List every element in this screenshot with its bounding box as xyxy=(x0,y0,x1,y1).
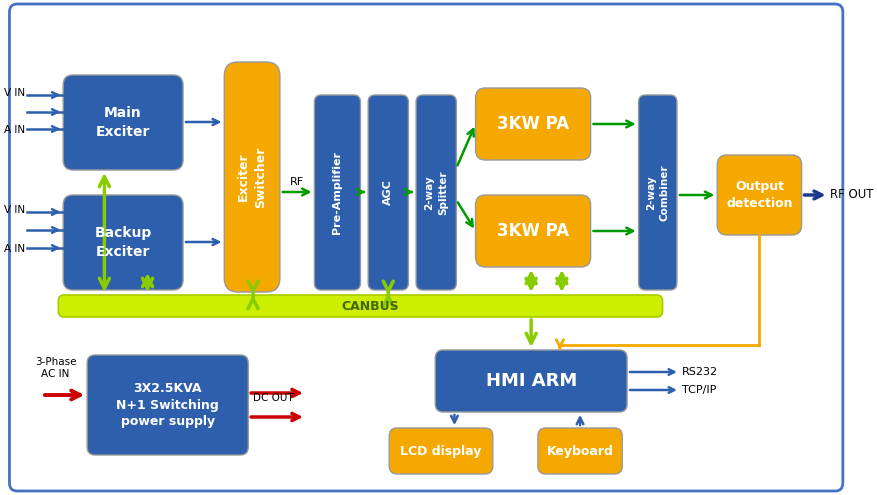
Text: 3KW PA: 3KW PA xyxy=(497,222,569,240)
Text: 3X2.5KVA
N+1 Switching
power supply: 3X2.5KVA N+1 Switching power supply xyxy=(117,382,219,429)
FancyBboxPatch shape xyxy=(416,95,456,290)
FancyBboxPatch shape xyxy=(225,62,280,292)
FancyBboxPatch shape xyxy=(638,95,677,290)
FancyBboxPatch shape xyxy=(389,428,493,474)
FancyBboxPatch shape xyxy=(10,4,843,491)
Text: RF OUT: RF OUT xyxy=(831,189,873,201)
Text: V IN: V IN xyxy=(4,205,25,215)
FancyBboxPatch shape xyxy=(63,195,183,290)
Text: A IN: A IN xyxy=(4,125,25,135)
FancyBboxPatch shape xyxy=(435,350,627,412)
Text: LCD display: LCD display xyxy=(400,445,481,457)
FancyBboxPatch shape xyxy=(717,155,802,235)
Text: Keyboard: Keyboard xyxy=(546,445,614,457)
Text: DC OUT: DC OUT xyxy=(253,393,294,403)
Text: Output
detection: Output detection xyxy=(726,180,793,210)
Text: V IN: V IN xyxy=(4,88,25,98)
Text: 2-way
Combiner: 2-way Combiner xyxy=(646,164,669,221)
FancyBboxPatch shape xyxy=(87,355,248,455)
Text: Pre-Amplifier: Pre-Amplifier xyxy=(332,151,342,234)
FancyBboxPatch shape xyxy=(475,88,590,160)
FancyBboxPatch shape xyxy=(59,295,662,317)
Text: CANBUS: CANBUS xyxy=(341,299,399,312)
Text: RS232: RS232 xyxy=(681,367,718,377)
FancyBboxPatch shape xyxy=(368,95,409,290)
FancyBboxPatch shape xyxy=(315,95,360,290)
Text: TCP/IP: TCP/IP xyxy=(681,385,717,395)
FancyBboxPatch shape xyxy=(475,195,590,267)
Text: 3-Phase
AC IN: 3-Phase AC IN xyxy=(35,357,76,379)
Text: AGC: AGC xyxy=(383,180,393,205)
Text: Main
Exciter: Main Exciter xyxy=(96,106,150,139)
Text: Exciter
Switcher: Exciter Switcher xyxy=(237,147,267,208)
Text: 2-way
Splitter: 2-way Splitter xyxy=(424,170,448,215)
Text: Backup
Exciter: Backup Exciter xyxy=(95,226,152,259)
FancyBboxPatch shape xyxy=(538,428,623,474)
Text: A IN: A IN xyxy=(4,244,25,254)
Text: 3KW PA: 3KW PA xyxy=(497,115,569,133)
Text: RF: RF xyxy=(290,177,304,187)
FancyBboxPatch shape xyxy=(63,75,183,170)
Text: HMI ARM: HMI ARM xyxy=(486,372,577,390)
